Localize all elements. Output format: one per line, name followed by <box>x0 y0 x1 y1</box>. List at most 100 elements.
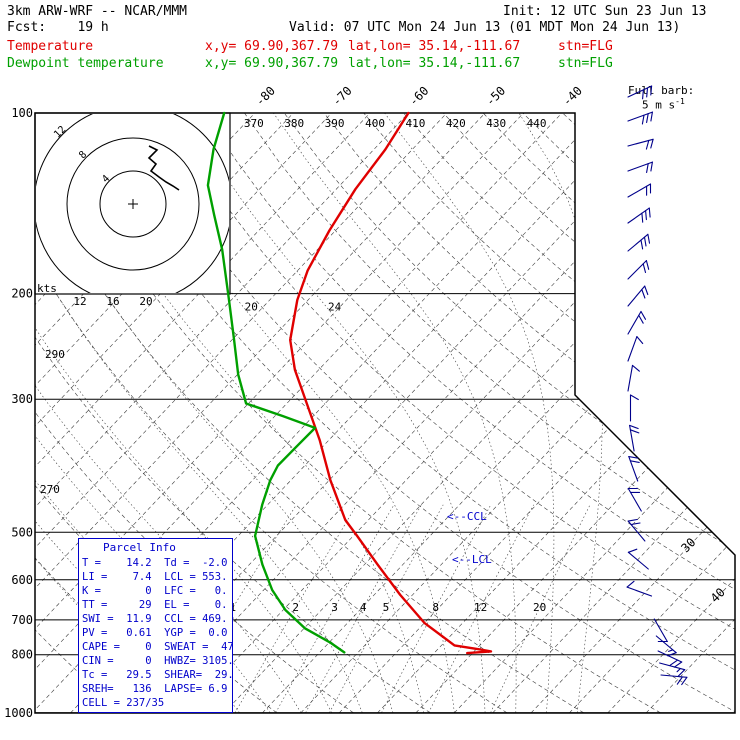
wind-barb-feather <box>676 676 683 685</box>
wind-barb-staff <box>627 260 647 280</box>
wind-barb-feather <box>650 111 653 122</box>
dry-adiabat-line <box>35 113 584 713</box>
wind-barb-feather <box>641 114 645 125</box>
valid-time: Valid: 07 UTC Mon 24 Jun 13 (01 MDT Mon … <box>289 20 681 35</box>
chart-label: 800 <box>11 648 33 662</box>
isotherm-line <box>35 113 524 713</box>
wind-barb-feather <box>650 85 653 96</box>
dry-adiabat-line <box>562 113 735 713</box>
dry-adiabat-line <box>85 113 735 713</box>
wind-barb-half-feather <box>668 649 674 652</box>
barb-legend-exponent: -1 <box>675 97 685 106</box>
hodograph-trace <box>147 145 180 191</box>
wind-barb-feather <box>629 394 639 401</box>
chart-label: 8 <box>432 601 439 614</box>
chart-label: -80 <box>253 84 278 109</box>
chart-label: 4 <box>360 601 367 614</box>
wind-barb-staff <box>628 456 639 482</box>
wind-barb-feather <box>642 89 644 100</box>
temperature-xy: x,y= 69.90,367.79 <box>205 39 339 54</box>
wind-barb-feather <box>646 163 649 174</box>
temperature-latlon: lat,lon= 35.14,-111.67 <box>348 39 521 54</box>
mixing-ratio-line <box>381 504 492 713</box>
wind-barb-feather <box>646 87 649 98</box>
isotherm-line <box>415 113 735 713</box>
parcel-info-values: T = 14.2 Td = -2.0 LI = 7.4 LCL = 553. K… <box>82 557 234 709</box>
chart-label: 430 <box>486 117 506 130</box>
ccl-annotation: <--CCL <box>447 510 487 523</box>
wind-barb-staff <box>655 635 677 654</box>
chart-label: 30 <box>678 535 698 555</box>
wind-barb-staff <box>627 111 653 122</box>
dewpoint-legend-label: Dewpoint temperature <box>7 56 164 71</box>
chart-label: 100 <box>11 106 33 120</box>
moist-adiabat-line <box>273 113 517 713</box>
dry-adiabat-line <box>323 113 735 713</box>
chart-label: 5 <box>383 601 390 614</box>
wind-barb-half-feather <box>676 668 681 673</box>
isotherm-line <box>35 113 563 713</box>
wind-barb-feather <box>645 139 650 150</box>
wind-barb-feather <box>641 212 644 223</box>
wind-barb-feather <box>638 314 644 324</box>
wind-barb-staff <box>627 310 642 335</box>
isotherm-line <box>530 113 735 713</box>
wind-barb-staff <box>653 618 668 643</box>
dry-adiabat-line <box>522 113 735 713</box>
chart-label: 40 <box>708 585 728 605</box>
parcel-info-panel: Parcel Info T = 14.2 Td = -2.0 LI = 7.4 … <box>78 538 234 713</box>
chart-label: 440 <box>527 117 547 130</box>
dry-adiabat-line <box>35 113 124 713</box>
isotherm-line <box>35 113 448 713</box>
dry-adiabat-line <box>283 113 735 713</box>
chart-label: 600 <box>11 573 33 587</box>
wind-barb-staff <box>627 285 646 307</box>
temperature-station: stn=FLG <box>558 39 613 54</box>
chart-label: 380 <box>284 117 304 130</box>
wind-barb-staff <box>627 336 638 362</box>
hodograph-ring <box>99 170 167 238</box>
temperature-curve <box>289 111 493 655</box>
chart-label: -60 <box>406 84 431 109</box>
wind-barb-feather <box>669 659 679 666</box>
moist-adiabat-line <box>384 113 555 713</box>
isotherm-line <box>35 113 601 713</box>
mixing-ratio-line <box>329 504 444 713</box>
wind-barb-feather <box>645 260 650 270</box>
moist-adiabat-line <box>114 113 455 713</box>
chart-label: 410 <box>405 117 425 130</box>
wind-barb-staff <box>657 650 683 663</box>
wind-barb-feather <box>647 233 651 244</box>
wind-barb-feather <box>628 456 639 459</box>
isotherm-line <box>70 113 639 713</box>
chart-label: 20 <box>139 295 152 308</box>
isotherm-line <box>223 113 735 713</box>
dry-adiabat-line <box>124 113 735 713</box>
dry-adiabat-line <box>482 113 735 713</box>
chart-label: 3 <box>331 601 338 614</box>
wind-barb-feather <box>648 207 651 218</box>
wind-barb-feather <box>626 580 635 588</box>
wind-barb-feather <box>646 113 649 124</box>
mixing-ratio-line <box>428 504 534 713</box>
barb-legend-value: 5 m s-1 <box>642 97 685 112</box>
wind-barb-feather <box>673 661 683 668</box>
moist-adiabat-line <box>35 113 332 713</box>
dewpoint-station: stn=FLG <box>558 56 613 71</box>
dry-adiabat-line <box>35 113 508 713</box>
isotherm-line <box>492 113 735 713</box>
mixing-ratio-line <box>490 504 591 713</box>
chart-label: 1000 <box>4 706 33 720</box>
chart-label: 500 <box>11 525 33 539</box>
dry-adiabat-line <box>363 113 735 713</box>
isotherm-line <box>453 113 735 713</box>
mixing-ratio-line <box>275 504 395 713</box>
dewpoint-xy: x,y= 69.90,367.79 <box>205 56 339 71</box>
moist-adiabat-line <box>35 113 394 713</box>
dewpoint-latlon: lat,lon= 35.14,-111.67 <box>348 56 521 71</box>
init-time: Init: 12 UTC Sun 23 Jun 13 <box>503 4 707 19</box>
wind-barb-staff <box>627 85 653 98</box>
wind-barb-staff <box>627 161 653 172</box>
hodograph-ring <box>66 137 200 271</box>
plot-border <box>34 112 736 714</box>
